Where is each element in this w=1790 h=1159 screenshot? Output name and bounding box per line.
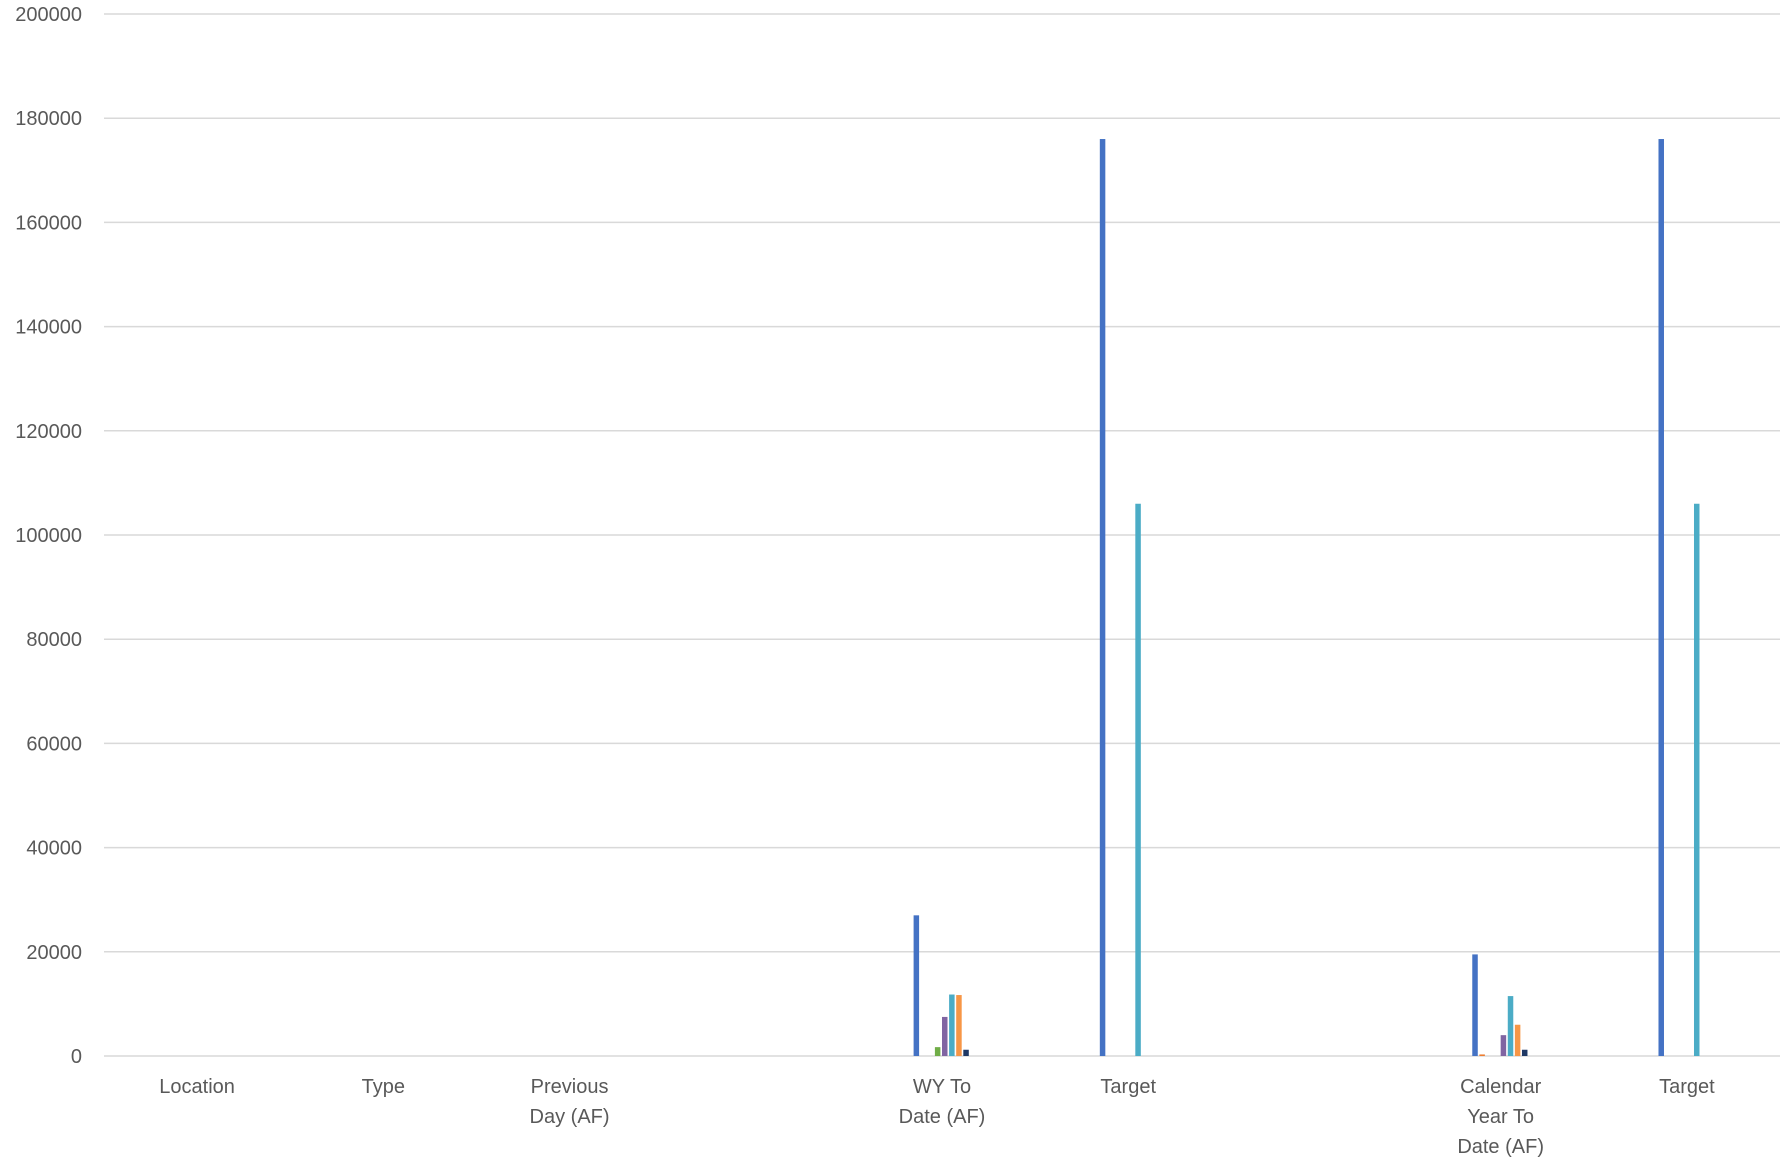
bar-cat7-series1: [1479, 1054, 1485, 1056]
y-tick-label: 200000: [15, 4, 82, 26]
x-category-label: Previous: [531, 1076, 609, 1098]
bar-cat5-series5: [1135, 503, 1141, 1056]
bar-cat7-series5: [1507, 996, 1514, 1056]
x-category-label: Day (AF): [530, 1106, 610, 1128]
x-category-label: Location: [159, 1076, 235, 1098]
y-tick-label: 180000: [15, 108, 82, 130]
x-category-label: Target: [1100, 1076, 1156, 1098]
y-tick-label: 140000: [15, 317, 82, 339]
y-tick-label: 60000: [26, 733, 82, 755]
bar-cat4-series0: [913, 915, 920, 1056]
bar-cat7-series7: [1521, 1049, 1528, 1056]
x-category-label: WY To: [913, 1076, 971, 1098]
bar-cat8-series0: [1658, 139, 1664, 1057]
bar-cat5-series0: [1099, 139, 1106, 1057]
y-axis-tick-labels: 0 20000 40000 60000 80000 100000 120000 140000 1…: [15, 4, 82, 1068]
bar-cat4-series7: [963, 1049, 969, 1056]
x-category-label: Calendar: [1460, 1076, 1542, 1098]
bar-cat8-series5: [1693, 503, 1700, 1056]
y-tick-label: 160000: [15, 212, 82, 234]
y-tick-label: 40000: [26, 838, 82, 860]
bar-cat7-series4: [1500, 1035, 1507, 1056]
y-tick-label: 100000: [15, 525, 82, 547]
y-tick-label: 0: [71, 1046, 82, 1068]
bar-cat4-series3: [934, 1047, 941, 1056]
x-category-label: Year To: [1467, 1106, 1534, 1128]
bar-cat7-series6: [1514, 1024, 1521, 1056]
x-category-label: Target: [1659, 1076, 1715, 1098]
bar-cat4-series6: [956, 995, 962, 1056]
y-tick-label: 20000: [26, 942, 82, 964]
grid-lines: [104, 13, 1780, 1057]
y-tick-label: 80000: [26, 629, 82, 651]
y-tick-label: 120000: [15, 421, 82, 443]
bar-cat4-series4: [942, 1016, 948, 1056]
bars: [913, 139, 1700, 1057]
x-category-label: Date (AF): [899, 1106, 986, 1128]
bar-cat7-series0: [1472, 954, 1478, 1056]
x-category-label: Type: [362, 1076, 405, 1098]
x-category-label: Date (AF): [1457, 1136, 1544, 1158]
bar-cat4-series5: [949, 994, 955, 1056]
x-axis-category-labels: Location Type Previous Day (AF) WY To Date (A…: [159, 1076, 1715, 1158]
